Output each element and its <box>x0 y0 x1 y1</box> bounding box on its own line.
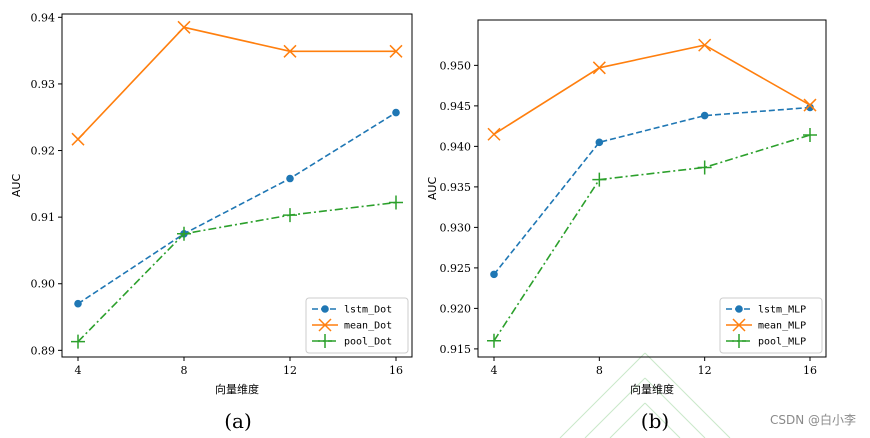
series-lstm_MLP <box>490 103 814 279</box>
y-tick-label: 0.915 <box>440 343 472 356</box>
data-point-lstm_MLP-2 <box>700 111 709 120</box>
y-tick-label: 0.89 <box>31 344 56 357</box>
data-point-pool_Dot-0 <box>71 334 85 349</box>
data-point-pool_MLP-3 <box>803 128 817 143</box>
legend-marker-mean_MLP <box>732 318 746 332</box>
legend-frame <box>719 297 823 354</box>
y-tick-label: 0.91 <box>31 211 56 224</box>
data-point-mean_MLP-1 <box>592 61 606 75</box>
panel-caption-a: (a) <box>224 409 252 433</box>
watermark-text: CSDN @白小李 <box>770 412 856 427</box>
plot-frame <box>61 13 413 358</box>
legend-label: mean_Dot <box>344 321 392 332</box>
chart-panel-b: 4 8 12 16 0.915 0.920 0.925 0.930 0.935 0.940 0.94… <box>426 19 827 396</box>
legend: lstm_Dot mean_Dot pool_Dot <box>305 297 409 354</box>
legend-marker-lstm_MLP <box>735 305 743 313</box>
y-tick-label: 0.945 <box>440 100 472 113</box>
y-tick-label: 0.940 <box>440 140 472 153</box>
series-line-mean_Dot <box>77 26 396 140</box>
data-point-lstm_Dot-0 <box>74 299 82 308</box>
series-line-pool_MLP <box>493 134 811 342</box>
x-tick-label: 8 <box>181 364 188 377</box>
series-pool_Dot <box>71 195 403 349</box>
x-tick-label: 4 <box>75 364 82 377</box>
data-point-pool_Dot-2 <box>283 208 297 223</box>
y-tick-label: 0.94 <box>31 11 56 24</box>
x-tick-label: 16 <box>803 364 817 377</box>
legend-marker-mean_Dot <box>318 318 332 332</box>
data-point-mean_MLP-2 <box>698 38 712 52</box>
x-tick-label: 12 <box>698 364 712 377</box>
data-point-mean_Dot-0 <box>71 132 85 146</box>
legend-marker-lstm_Dot <box>321 305 329 313</box>
series-lstm_Dot <box>74 108 400 308</box>
background-decoration <box>559 352 731 438</box>
legend: lstm_MLP mean_MLP pool_MLP <box>719 297 823 354</box>
data-point-lstm_MLP-1 <box>595 138 604 147</box>
data-point-pool_MLP-2 <box>697 160 712 175</box>
chart-panel-a: 4 8 12 16 0.89 0.90 0.91 0.92 0.93 0.94 向量维度 AUC lst… <box>10 11 413 396</box>
legend-label: lstm_MLP <box>758 305 806 316</box>
data-point-mean_MLP-0 <box>487 127 501 141</box>
series-mean_MLP <box>487 38 817 141</box>
data-point-pool_Dot-3 <box>389 195 403 210</box>
series-mean_Dot <box>71 20 403 146</box>
panel-caption-b: (b) <box>641 409 669 433</box>
x-axis-label: 向量维度 <box>215 382 259 396</box>
x-tick-label: 12 <box>283 364 297 377</box>
y-tick-label: 0.930 <box>440 221 472 234</box>
y-tick-label: 0.950 <box>440 59 472 72</box>
x-axis-label: 向量维度 <box>630 382 674 396</box>
y-tick-label: 0.92 <box>31 145 56 158</box>
legend-marker-pool_MLP <box>732 334 746 348</box>
x-tick-label: 4 <box>491 364 498 377</box>
data-point-lstm_Dot-2 <box>286 174 294 183</box>
data-point-pool_MLP-0 <box>487 333 501 348</box>
series-line-pool_Dot <box>77 201 397 343</box>
legend-frame <box>305 297 409 354</box>
legend-marker-pool_Dot <box>318 334 332 348</box>
data-point-mean_Dot-1 <box>177 20 191 34</box>
y-tick-label: 0.920 <box>440 302 472 315</box>
y-axis-label: AUC <box>10 174 23 198</box>
y-tick-label: 0.935 <box>440 181 472 194</box>
legend-label: mean_MLP <box>758 321 806 332</box>
legend-label: pool_MLP <box>758 337 806 348</box>
x-tick-label: 16 <box>389 364 403 377</box>
legend-label: pool_Dot <box>344 337 392 348</box>
y-tick-label: 0.925 <box>440 262 472 275</box>
series-pool_MLP <box>487 128 817 348</box>
y-axis-label: AUC <box>426 177 439 201</box>
data-point-mean_Dot-2 <box>283 44 297 58</box>
y-tick-label: 0.90 <box>31 278 56 291</box>
series-line-mean_MLP <box>493 44 811 135</box>
data-point-lstm_MLP-0 <box>490 270 498 279</box>
series-line-lstm_Dot <box>77 111 397 305</box>
x-tick-label: 8 <box>596 364 603 377</box>
data-point-mean_Dot-3 <box>389 44 403 58</box>
y-tick-label: 0.93 <box>31 78 56 91</box>
series-line-lstm_MLP <box>493 106 811 275</box>
data-point-mean_MLP-3 <box>803 98 817 112</box>
data-point-pool_MLP-1 <box>592 172 607 187</box>
legend-label: lstm_Dot <box>344 305 392 316</box>
data-point-pool_Dot-1 <box>177 226 191 241</box>
plot-frame <box>477 19 827 358</box>
data-point-lstm_Dot-3 <box>392 108 400 117</box>
